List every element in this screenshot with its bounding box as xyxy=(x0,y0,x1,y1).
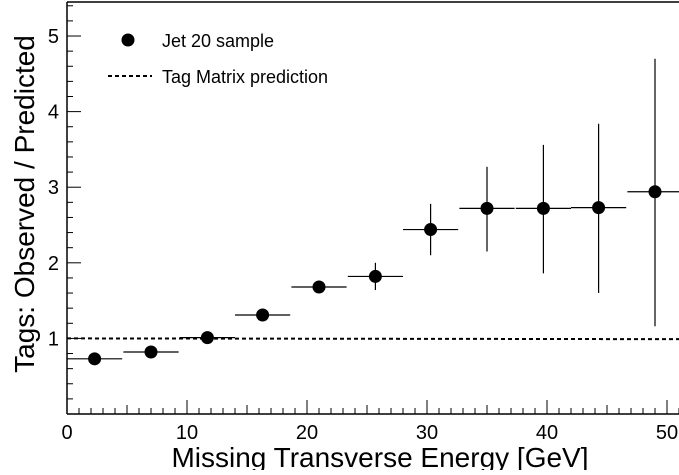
x-tick-label: 0 xyxy=(61,422,72,444)
legend-label-prediction: Tag Matrix prediction xyxy=(162,67,328,87)
y-axis-ticks: 1 2 3 4 5 xyxy=(48,5,81,415)
data-point xyxy=(88,352,102,366)
data-point xyxy=(648,185,662,199)
legend: Jet 20 sample Tag Matrix prediction xyxy=(108,31,328,87)
data-point xyxy=(536,201,550,215)
y-tick-label: 1 xyxy=(48,328,59,350)
x-axis-ticks: 0 10 20 30 40 50 xyxy=(61,400,679,444)
y-tick-label: 5 xyxy=(48,26,59,48)
data-point xyxy=(312,280,326,294)
data-point xyxy=(256,308,270,322)
data-point xyxy=(480,201,494,215)
y-axis-title: Tags: Observed / Predicted xyxy=(9,35,40,373)
x-tick-label: 30 xyxy=(416,422,438,444)
data-point xyxy=(424,223,438,237)
x-tick-label: 40 xyxy=(536,422,558,444)
legend-marker-jet20 xyxy=(121,33,135,47)
plot-frame xyxy=(66,1,679,415)
x-tick-label: 10 xyxy=(176,422,198,444)
x-tick-label: 20 xyxy=(296,422,318,444)
data-points-layer xyxy=(88,185,662,366)
x-tick-label: 50 xyxy=(656,422,678,444)
y-tick-label: 2 xyxy=(48,253,59,275)
data-point xyxy=(200,331,214,345)
x-axis-title: Missing Transverse Energy [GeV] xyxy=(171,442,588,470)
y-tick-label: 3 xyxy=(48,177,59,199)
data-point xyxy=(368,269,382,283)
legend-label-jet20: Jet 20 sample xyxy=(162,31,274,51)
data-point xyxy=(592,201,606,215)
y-tick-label: 4 xyxy=(48,102,59,124)
data-point xyxy=(144,345,158,359)
